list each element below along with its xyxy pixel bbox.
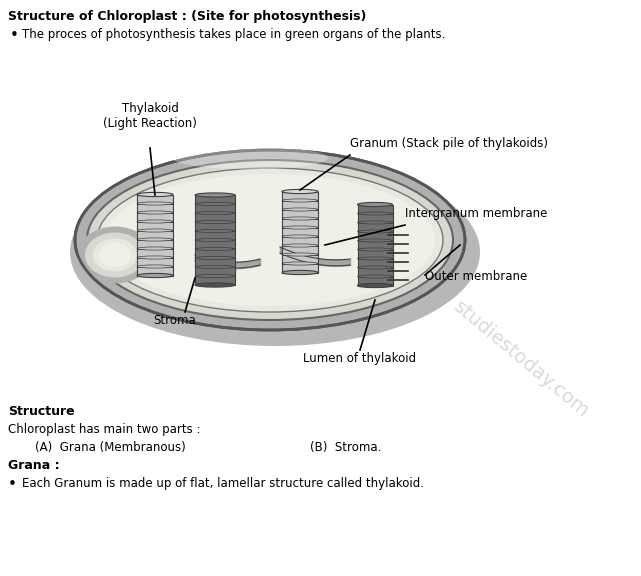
Ellipse shape <box>282 244 318 247</box>
Text: •: • <box>8 477 17 492</box>
Ellipse shape <box>85 233 145 278</box>
Ellipse shape <box>282 217 318 220</box>
Text: studiestoday.com: studiestoday.com <box>450 298 593 422</box>
Ellipse shape <box>195 274 235 278</box>
Ellipse shape <box>358 283 392 287</box>
Ellipse shape <box>282 270 318 275</box>
Text: (B)  Stroma.: (B) Stroma. <box>310 441 381 454</box>
Ellipse shape <box>282 190 318 194</box>
Text: Lumen of thylakoid: Lumen of thylakoid <box>303 352 417 365</box>
Ellipse shape <box>105 174 435 306</box>
Ellipse shape <box>282 262 318 265</box>
Ellipse shape <box>358 230 392 233</box>
Ellipse shape <box>358 212 392 215</box>
Ellipse shape <box>282 226 318 229</box>
Ellipse shape <box>195 193 235 197</box>
Text: Stroma: Stroma <box>154 314 196 327</box>
Text: Intergranum membrane: Intergranum membrane <box>405 207 547 220</box>
Text: Grana :: Grana : <box>8 459 60 472</box>
Ellipse shape <box>195 248 235 251</box>
Ellipse shape <box>137 192 173 196</box>
Ellipse shape <box>137 211 173 214</box>
Text: The proces of photosynthesis takes place in green organs of the plants.: The proces of photosynthesis takes place… <box>22 28 445 41</box>
Ellipse shape <box>172 147 328 169</box>
Ellipse shape <box>358 257 392 260</box>
Ellipse shape <box>282 208 318 211</box>
Text: Granum (Stack pile of thylakoids): Granum (Stack pile of thylakoids) <box>350 137 548 150</box>
Ellipse shape <box>77 226 153 283</box>
Ellipse shape <box>358 275 392 278</box>
Ellipse shape <box>358 266 392 269</box>
Text: Structure: Structure <box>8 405 74 418</box>
Ellipse shape <box>99 243 131 267</box>
Bar <box>137 195 173 275</box>
Ellipse shape <box>137 202 173 205</box>
Ellipse shape <box>358 248 392 251</box>
Ellipse shape <box>195 283 235 287</box>
Text: •: • <box>10 28 19 43</box>
Ellipse shape <box>282 199 318 202</box>
Ellipse shape <box>358 221 392 224</box>
Ellipse shape <box>358 239 392 242</box>
Ellipse shape <box>87 160 453 320</box>
Ellipse shape <box>195 229 235 233</box>
Ellipse shape <box>137 247 173 250</box>
Ellipse shape <box>195 202 235 206</box>
Text: Outer membrane: Outer membrane <box>425 271 528 283</box>
Bar <box>195 195 235 285</box>
Ellipse shape <box>195 238 235 241</box>
Ellipse shape <box>93 238 137 271</box>
Bar <box>358 204 392 286</box>
Ellipse shape <box>195 211 235 215</box>
Ellipse shape <box>282 235 318 238</box>
Ellipse shape <box>137 238 173 241</box>
Ellipse shape <box>195 221 235 223</box>
Ellipse shape <box>70 158 480 346</box>
Bar <box>282 191 318 272</box>
Ellipse shape <box>75 150 465 330</box>
Ellipse shape <box>97 168 443 312</box>
Ellipse shape <box>195 266 235 268</box>
Ellipse shape <box>137 229 173 232</box>
Ellipse shape <box>137 220 173 223</box>
Text: (A)  Grana (Membranous): (A) Grana (Membranous) <box>35 441 186 454</box>
Ellipse shape <box>137 256 173 259</box>
Text: Thylakoid
(Light Reaction): Thylakoid (Light Reaction) <box>103 102 197 130</box>
Ellipse shape <box>358 202 392 207</box>
Text: Each Granum is made up of flat, lamellar structure called thylakoid.: Each Granum is made up of flat, lamellar… <box>22 477 424 490</box>
Ellipse shape <box>137 274 173 278</box>
Ellipse shape <box>282 253 318 256</box>
Ellipse shape <box>195 256 235 260</box>
Text: Structure of Chloroplast : (Site for photosynthesis): Structure of Chloroplast : (Site for pho… <box>8 10 367 23</box>
Ellipse shape <box>137 265 173 268</box>
Text: Chloroplast has main two parts :: Chloroplast has main two parts : <box>8 423 201 436</box>
